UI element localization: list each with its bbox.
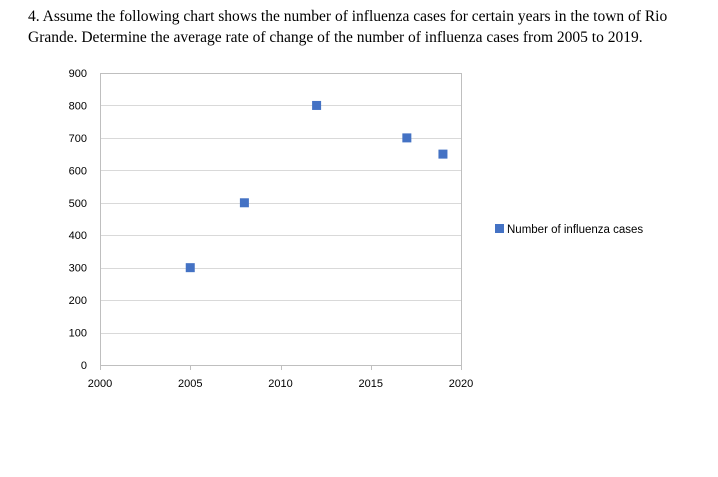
legend: Number of influenza cases xyxy=(495,224,643,236)
plot-area-frame xyxy=(100,73,462,366)
data-point-2005 xyxy=(185,263,195,273)
x-axis-tick-labels: 2000 2005 2010 2015 2020 xyxy=(88,365,473,390)
data-point-2017 xyxy=(402,133,412,143)
x-tick-label-2010: 2010 xyxy=(268,378,292,390)
y-axis-tick-labels: 0 100 200 300 400 500 600 700 800 900 xyxy=(69,68,87,372)
y-tick-label-200: 200 xyxy=(69,295,87,307)
legend-label: Number of influenza cases xyxy=(507,224,643,236)
legend-swatch xyxy=(495,224,504,233)
question-text: 4. Assume the following chart shows the … xyxy=(28,8,668,46)
data-point-2008 xyxy=(239,198,249,208)
y-tick-label-700: 700 xyxy=(69,133,87,145)
y-tick-label-600: 600 xyxy=(69,165,87,177)
y-tick-label-100: 100 xyxy=(69,328,87,340)
y-tick-label-0: 0 xyxy=(81,360,87,372)
data-point-2019 xyxy=(438,149,448,159)
data-point-2012 xyxy=(312,100,322,110)
data-points xyxy=(185,100,448,273)
x-tick-label-2020: 2020 xyxy=(449,378,473,390)
gridlines xyxy=(100,73,461,366)
y-tick-label-400: 400 xyxy=(69,230,87,242)
x-tick-label-2015: 2015 xyxy=(359,378,383,390)
y-tick-label-500: 500 xyxy=(69,198,87,210)
y-tick-label-300: 300 xyxy=(69,263,87,275)
y-tick-label-900: 900 xyxy=(69,68,87,80)
x-tick-label-2000: 2000 xyxy=(88,378,112,390)
y-tick-label-800: 800 xyxy=(69,100,87,112)
x-tick-label-2005: 2005 xyxy=(178,378,202,390)
